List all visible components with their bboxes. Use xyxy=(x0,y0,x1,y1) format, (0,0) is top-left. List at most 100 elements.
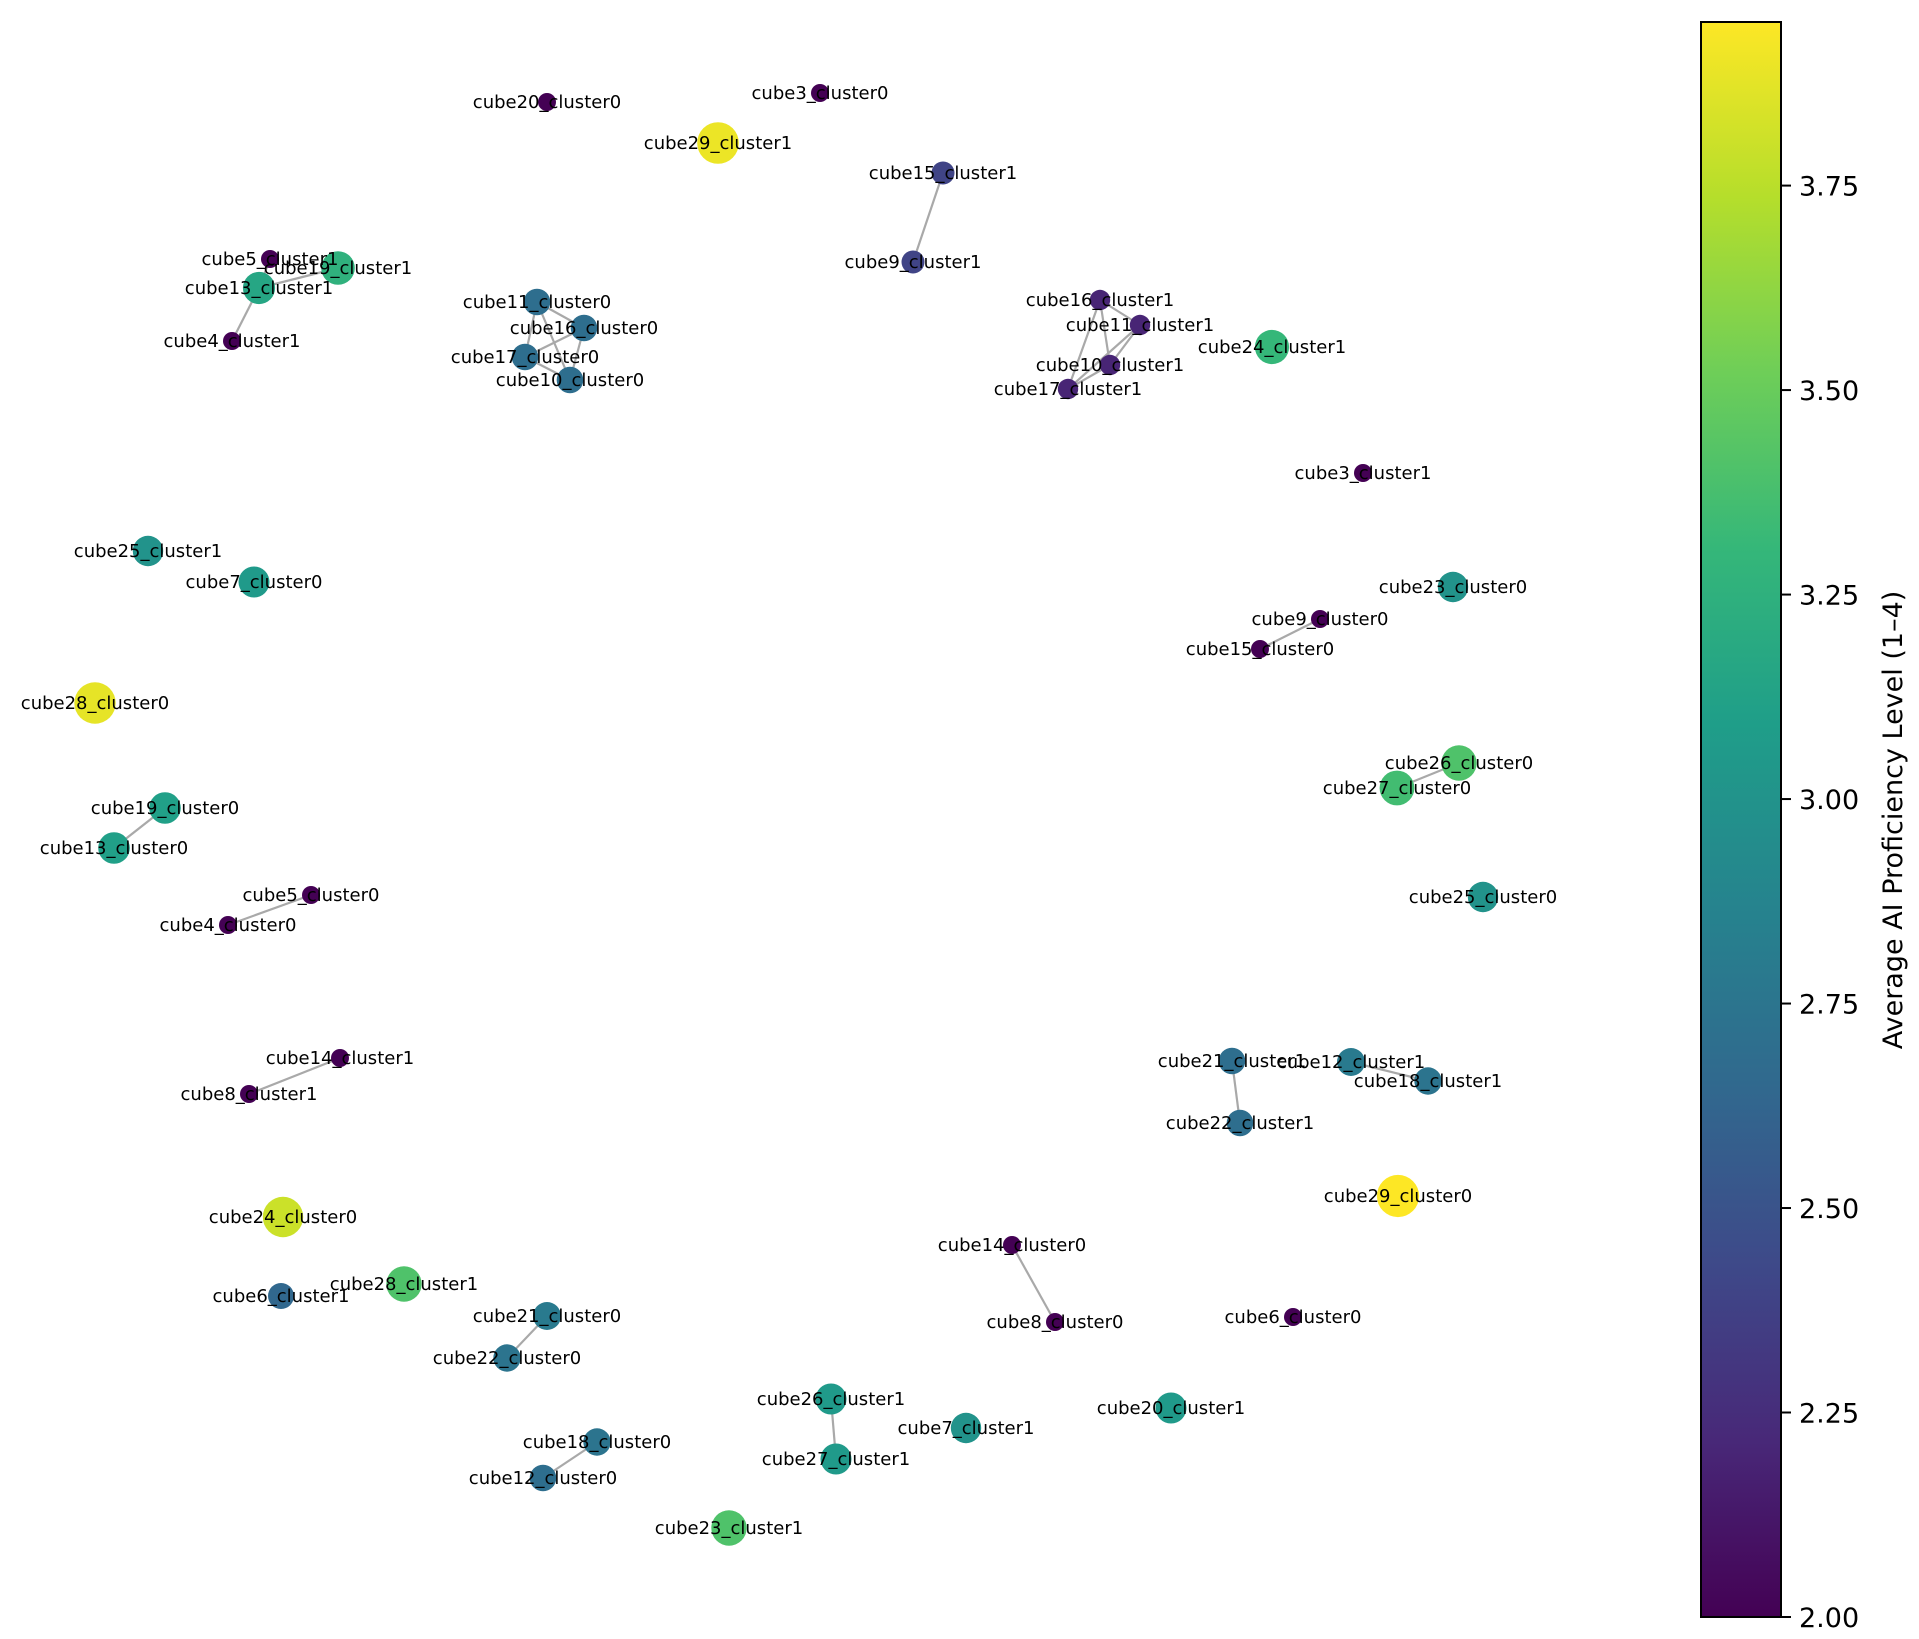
node-cube9_cluster1 xyxy=(901,250,925,274)
node-cube26_cluster0 xyxy=(1441,745,1477,781)
node-cube26_cluster1 xyxy=(815,1383,847,1415)
node-label-cube9_cluster1: cube9_cluster1 xyxy=(845,252,982,273)
node-label-cube6_cluster1: cube6_cluster1 xyxy=(213,1286,350,1307)
node-cube20_cluster0 xyxy=(538,93,556,111)
node-label-cube13_cluster0: cube13_cluster0 xyxy=(40,838,188,859)
node-label-cube20_cluster0: cube20_cluster0 xyxy=(473,92,621,113)
node-cube23_cluster1 xyxy=(711,1510,747,1546)
node-label-cube4_cluster1: cube4_cluster1 xyxy=(164,331,301,352)
node-cube14_cluster0 xyxy=(1003,1236,1021,1254)
node-label-cube28_cluster0: cube28_cluster0 xyxy=(21,693,169,714)
node-label-cube17_cluster0: cube17_cluster0 xyxy=(451,347,599,368)
node-label-cube24_cluster1: cube24_cluster1 xyxy=(1198,337,1346,358)
colorbar-tick-label: 3.75 xyxy=(1799,172,1859,203)
colorbar-label: Average AI Proficiency Level (1–4) xyxy=(1878,591,1909,1050)
labels-layer: cube20_cluster0 cube3_cluster0 cube29_clus… xyxy=(21,83,1557,1539)
node-cube16_cluster1 xyxy=(1089,289,1111,311)
node-label-cube24_cluster0: cube24_cluster0 xyxy=(209,1207,357,1228)
node-cube23_cluster0 xyxy=(1437,571,1469,603)
node-cube25_cluster1 xyxy=(132,535,164,567)
node-label-cube27_cluster0: cube27_cluster0 xyxy=(1323,778,1471,799)
node-label-cube8_cluster0: cube8_cluster0 xyxy=(987,1312,1124,1333)
colorbar-tick-label: 2.00 xyxy=(1799,1603,1859,1634)
node-label-cube14_cluster1: cube14_cluster1 xyxy=(266,1048,414,1069)
node-cube27_cluster1 xyxy=(820,1443,852,1475)
node-cube29_cluster1 xyxy=(697,122,739,164)
node-label-cube12_cluster0: cube12_cluster0 xyxy=(469,1468,617,1489)
edges-layer xyxy=(113,172,1460,1479)
edge-cube9_cluster0-cube15_cluster0 xyxy=(1259,618,1321,650)
node-label-cube22_cluster0: cube22_cluster0 xyxy=(433,1348,581,1369)
node-cube6_cluster1 xyxy=(268,1283,294,1309)
node-label-cube23_cluster1: cube23_cluster1 xyxy=(655,1518,803,1539)
colorbar-tick-label: 2.50 xyxy=(1799,1194,1859,1225)
node-cube18_cluster0 xyxy=(583,1428,611,1456)
node-cube7_cluster0 xyxy=(238,566,270,598)
edge-cube15_cluster1-cube9_cluster1 xyxy=(911,172,945,263)
node-label-cube13_cluster1: cube13_cluster1 xyxy=(185,278,333,299)
node-cube4_cluster1 xyxy=(223,332,241,350)
node-cube9_cluster0 xyxy=(1311,610,1329,628)
node-label-cube26_cluster1: cube26_cluster1 xyxy=(757,1389,905,1410)
node-label-cube18_cluster1: cube18_cluster1 xyxy=(1354,1071,1502,1092)
node-cube7_cluster1 xyxy=(950,1412,982,1444)
node-label-cube28_cluster1: cube28_cluster1 xyxy=(330,1274,478,1295)
node-cube16_cluster0 xyxy=(570,314,598,342)
node-label-cube22_cluster1: cube22_cluster1 xyxy=(1166,1113,1314,1134)
node-label-cube27_cluster1: cube27_cluster1 xyxy=(762,1449,910,1470)
node-cube22_cluster0 xyxy=(493,1344,521,1372)
node-label-cube7_cluster1: cube7_cluster1 xyxy=(898,1418,1035,1439)
colorbar-tick-label: 2.25 xyxy=(1799,1399,1859,1430)
node-label-cube14_cluster0: cube14_cluster0 xyxy=(938,1235,1086,1256)
node-label-cube20_cluster1: cube20_cluster1 xyxy=(1097,1398,1245,1419)
node-cube18_cluster1 xyxy=(1414,1067,1442,1095)
node-cube28_cluster1 xyxy=(386,1266,422,1302)
node-cube13_cluster1 xyxy=(242,271,276,305)
node-label-cube26_cluster0: cube26_cluster0 xyxy=(1385,753,1533,774)
node-cube29_cluster0 xyxy=(1376,1174,1420,1218)
node-label-cube16_cluster0: cube16_cluster0 xyxy=(510,318,658,339)
node-label-cube5_cluster1: cube5_cluster1 xyxy=(202,249,339,270)
node-cube5_cluster1 xyxy=(261,250,279,268)
node-cube17_cluster0 xyxy=(511,343,539,371)
node-label-cube4_cluster0: cube4_cluster0 xyxy=(160,915,297,936)
node-cube3_cluster0 xyxy=(811,84,829,102)
edge-cube5_cluster0-cube4_cluster0 xyxy=(227,893,312,927)
node-cube28_cluster0 xyxy=(74,682,116,724)
node-cube21_cluster0 xyxy=(533,1302,561,1330)
node-cube5_cluster0 xyxy=(302,886,320,904)
colorbar-tick-label: 3.25 xyxy=(1799,581,1859,612)
node-label-cube3_cluster0: cube3_cluster0 xyxy=(752,83,889,104)
node-label-cube3_cluster1: cube3_cluster1 xyxy=(1295,463,1432,484)
node-label-cube21_cluster0: cube21_cluster0 xyxy=(473,1306,621,1327)
colorbar-bar xyxy=(1700,21,1782,1618)
node-label-cube17_cluster1: cube17_cluster1 xyxy=(994,379,1142,400)
node-label-cube15_cluster1: cube15_cluster1 xyxy=(869,163,1017,184)
node-cube12_cluster1 xyxy=(1337,1048,1365,1076)
node-label-cube18_cluster0: cube18_cluster0 xyxy=(523,1432,671,1453)
node-label-cube25_cluster1: cube25_cluster1 xyxy=(74,541,222,562)
colorbar-tick-label: 3.50 xyxy=(1799,376,1859,407)
node-cube8_cluster1 xyxy=(240,1085,258,1103)
node-label-cube8_cluster1: cube8_cluster1 xyxy=(181,1084,318,1105)
node-cube11_cluster1 xyxy=(1129,314,1151,336)
node-label-cube19_cluster1: cube19_cluster1 xyxy=(264,258,412,279)
node-label-cube9_cluster0: cube9_cluster0 xyxy=(1252,609,1389,630)
edge-cube11_cluster0-cube10_cluster0 xyxy=(535,301,572,381)
node-label-cube10_cluster0: cube10_cluster0 xyxy=(496,370,644,391)
node-label-cube6_cluster0: cube6_cluster0 xyxy=(1225,1307,1362,1328)
node-label-cube11_cluster0: cube11_cluster0 xyxy=(463,292,611,313)
node-cube14_cluster1 xyxy=(331,1049,349,1067)
node-cube25_cluster0 xyxy=(1467,881,1499,913)
node-cube10_cluster1 xyxy=(1099,354,1121,376)
node-cube19_cluster0 xyxy=(149,792,181,824)
node-label-cube15_cluster0: cube15_cluster0 xyxy=(1186,639,1334,660)
node-label-cube19_cluster0: cube19_cluster0 xyxy=(91,798,239,819)
node-label-cube11_cluster1: cube11_cluster1 xyxy=(1066,315,1214,336)
node-label-cube5_cluster0: cube5_cluster0 xyxy=(243,885,380,906)
node-cube8_cluster0 xyxy=(1046,1313,1064,1331)
node-label-cube23_cluster0: cube23_cluster0 xyxy=(1379,577,1527,598)
colorbar-tick-label: 3.00 xyxy=(1799,785,1859,816)
node-label-cube29_cluster1: cube29_cluster1 xyxy=(644,133,792,154)
node-label-cube25_cluster0: cube25_cluster0 xyxy=(1409,887,1557,908)
